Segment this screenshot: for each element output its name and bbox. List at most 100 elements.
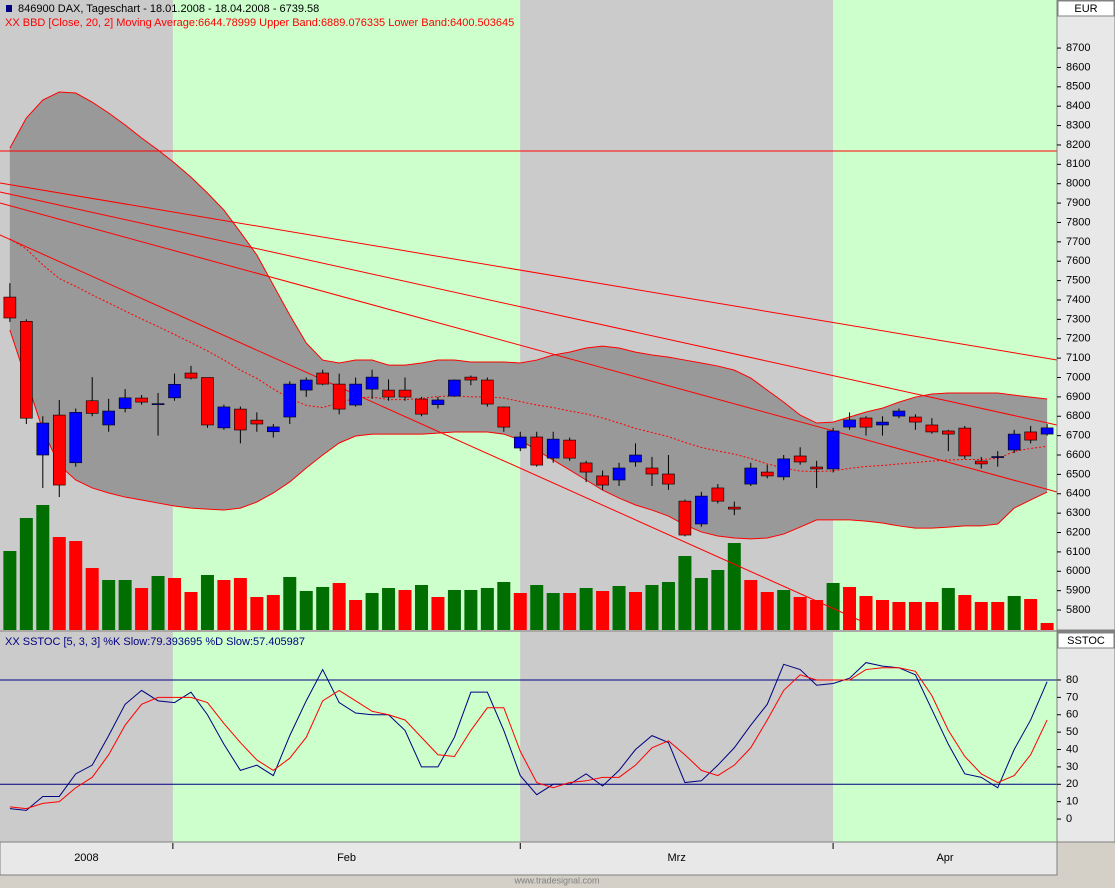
candle-body: [431, 399, 445, 405]
volume-bar: [36, 505, 50, 630]
candle-body: [151, 403, 165, 405]
volume-bar: [480, 588, 494, 630]
volume-bar: [727, 543, 741, 630]
volume-bar: [678, 556, 692, 630]
candle-body: [793, 455, 807, 463]
trend-line: [0, 202, 1058, 493]
y-tick-label: 70: [1066, 691, 1078, 703]
y-tick-label: 80: [1066, 674, 1078, 686]
volume-bar: [810, 600, 824, 630]
x-tick-label: Feb: [337, 852, 356, 864]
month-shade: [0, 632, 173, 842]
volume-bar: [645, 585, 659, 630]
candle-body: [118, 397, 132, 409]
y-tick-label: 8300: [1066, 119, 1090, 131]
candle-body: [629, 454, 642, 463]
candle-body: [826, 430, 840, 470]
candle-body: [744, 467, 758, 485]
volume-bar: [19, 518, 33, 630]
candle-body: [612, 467, 626, 481]
volume-bar: [1007, 596, 1021, 630]
volume-bar: [135, 588, 149, 630]
volume-bar: [332, 583, 346, 630]
candle-body: [1007, 433, 1021, 451]
candle-body: [464, 376, 478, 381]
volume-bar: [431, 597, 445, 630]
volume-bar: [711, 570, 725, 630]
icon: [6, 5, 12, 12]
y-tick-label: 6100: [1066, 546, 1090, 558]
volume-bar: [859, 596, 873, 630]
volume-bar: [974, 602, 988, 630]
candle-body: [3, 296, 17, 319]
y-tick-label: 7500: [1066, 275, 1090, 287]
candle-body: [563, 439, 576, 459]
volume-bar: [892, 602, 906, 630]
y-tick-label: 7200: [1066, 333, 1090, 345]
y-tick-label: 30: [1066, 761, 1078, 773]
trend-lines: [0, 150, 1058, 626]
month-shade: [520, 632, 834, 842]
candles: [3, 283, 1054, 537]
stoch-axis: [1056, 631, 1115, 843]
candle-body: [382, 389, 395, 398]
candle-body: [678, 500, 692, 536]
candle-body: [530, 436, 544, 466]
volume-bar: [843, 587, 857, 630]
candle-body: [184, 372, 198, 379]
volume-bar: [85, 568, 99, 630]
volume-bar: [233, 578, 247, 630]
candle-body: [728, 506, 741, 510]
stochastic: [0, 662, 1057, 811]
volume-bar: [184, 592, 198, 630]
volume-bar: [316, 587, 330, 630]
x-tick-label: Apr: [936, 852, 953, 864]
volume-bar: [3, 551, 17, 630]
volume-bar: [1040, 623, 1054, 630]
y-tick-label: 8200: [1066, 139, 1090, 151]
candle-body: [168, 383, 181, 399]
candle-body: [20, 320, 33, 419]
volume-bar: [513, 593, 527, 630]
footer: www.tradesignal.com: [513, 875, 599, 885]
candle-body: [991, 456, 1005, 458]
candle-body: [234, 408, 247, 431]
candle-body: [645, 467, 659, 475]
y-tick-label: 7600: [1066, 255, 1090, 267]
volume-bar: [365, 593, 379, 630]
volume-bar: [349, 600, 363, 630]
candle-body: [85, 400, 99, 414]
candle-body: [250, 419, 264, 425]
volume-bar: [447, 590, 461, 630]
candle-body: [283, 383, 297, 418]
candle-body: [1024, 431, 1037, 441]
y-tick-label: 60: [1066, 709, 1078, 721]
candle-body: [332, 383, 346, 410]
candle-body: [267, 426, 280, 433]
volume-bar: [250, 597, 264, 630]
candle-body: [1040, 427, 1054, 435]
volume-bar: [497, 582, 511, 630]
candle-body: [415, 398, 428, 415]
candle-body: [69, 412, 83, 464]
volume-bar: [217, 580, 231, 630]
month-shade: [172, 632, 521, 842]
volume-bar: [958, 595, 972, 630]
y-tick-label: 8700: [1066, 42, 1090, 54]
y-tick-label: 7800: [1066, 216, 1090, 228]
volume-bar: [694, 578, 708, 630]
y-tick-label: 8600: [1066, 61, 1090, 73]
y-tick-label: 8100: [1066, 158, 1090, 170]
candle-body: [217, 406, 231, 429]
y-tick-label: 5800: [1066, 604, 1090, 616]
candle-body: [546, 438, 560, 459]
month-shade: [833, 0, 1057, 630]
candle-body: [201, 377, 214, 426]
y-tick-label: 8000: [1066, 178, 1090, 190]
candle-body: [316, 372, 329, 385]
candle-body: [349, 383, 362, 406]
y-tick-label: 8500: [1066, 81, 1090, 93]
volume-bar: [52, 537, 66, 630]
